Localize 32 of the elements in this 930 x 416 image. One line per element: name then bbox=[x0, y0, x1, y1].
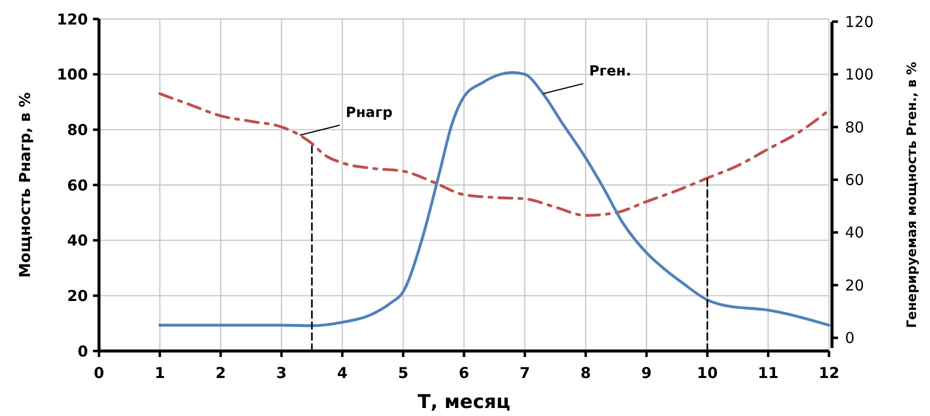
y-tick-label: 60 bbox=[67, 176, 88, 194]
y2-tick-label: 40 bbox=[845, 224, 864, 242]
y-tick-label: 80 bbox=[67, 120, 88, 139]
y-tick-label: 100 bbox=[56, 66, 88, 84]
x-tick-label: 4 bbox=[337, 364, 348, 382]
x-tick-label: 7 bbox=[520, 364, 530, 382]
x-tick-label: 8 bbox=[580, 364, 591, 382]
annotation: Рген. bbox=[589, 64, 632, 80]
x-axis-title: Т, месяц bbox=[418, 391, 510, 413]
y2-tick-label: 60 bbox=[845, 170, 864, 189]
x-tick-label: 3 bbox=[276, 364, 287, 382]
x-tick-label: 11 bbox=[758, 364, 779, 382]
x-tick-label: 6 bbox=[458, 364, 470, 382]
y-tick-label: 20 bbox=[67, 286, 88, 305]
y2-axis-title: Генерируемая мощность Рген., в % bbox=[905, 62, 920, 328]
x-tick-label: 0 bbox=[94, 364, 104, 382]
y2-tick-label: 100 bbox=[845, 66, 874, 84]
y2-tick-label: 0 bbox=[845, 329, 855, 348]
y2-tick-label: 80 bbox=[845, 118, 864, 136]
y-axis-title: Мощность Рнагр, в % bbox=[16, 92, 34, 278]
x-tick-label: 12 bbox=[818, 364, 840, 382]
y2-tick-label: 120 bbox=[845, 12, 874, 31]
y-tick-label: 40 bbox=[67, 232, 88, 250]
y-tick-label: 120 bbox=[56, 10, 88, 28]
x-tick-label: 1 bbox=[154, 364, 166, 382]
x-tick-label: 9 bbox=[641, 364, 652, 382]
x-tick-label: 10 bbox=[696, 364, 718, 382]
x-tick-label: 5 bbox=[398, 364, 408, 382]
y-tick-label: 0 bbox=[78, 342, 88, 360]
annotation: Рнагр bbox=[346, 105, 392, 122]
y2-tick-label: 20 bbox=[845, 276, 864, 294]
x-tick-label: 2 bbox=[215, 364, 226, 382]
